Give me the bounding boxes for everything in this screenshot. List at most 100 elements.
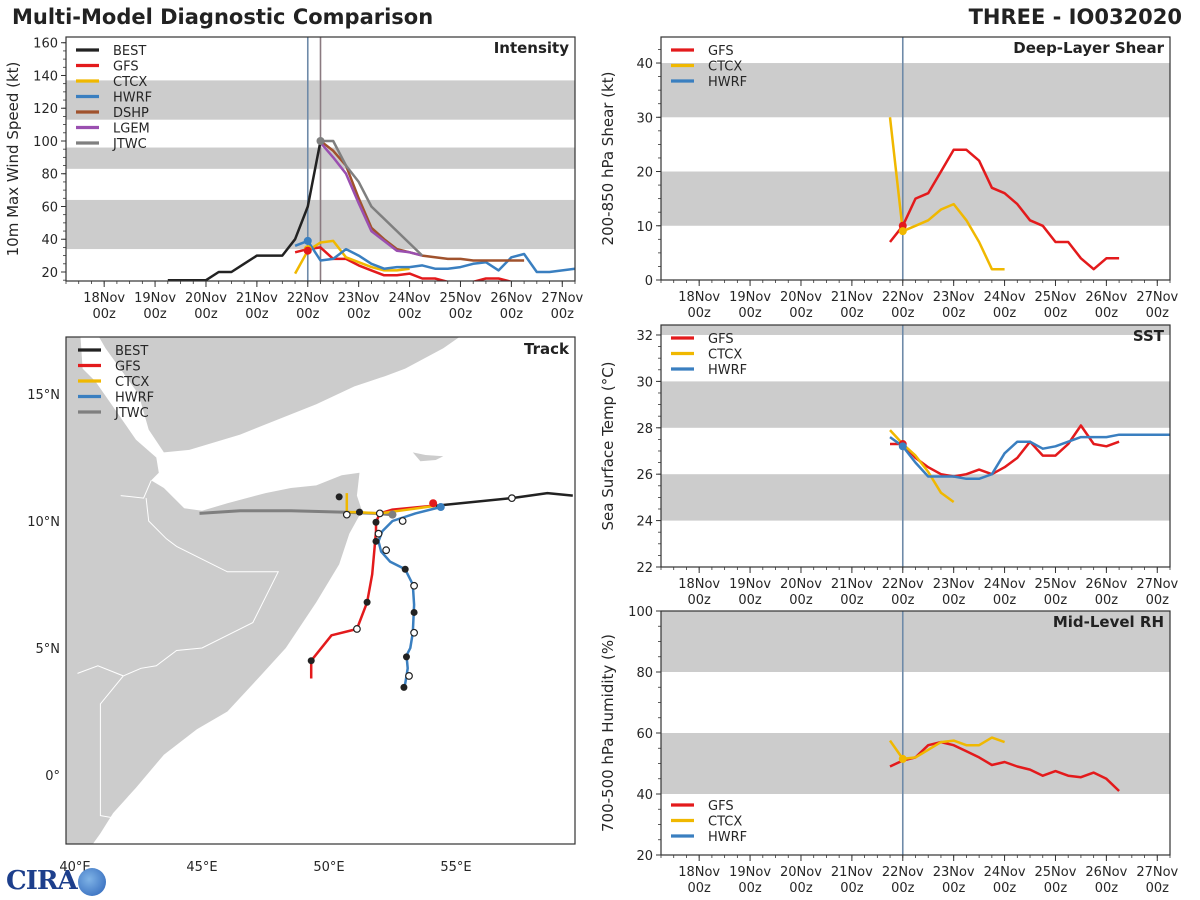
intensity-legend-label-lgem: LGEM xyxy=(113,122,150,137)
track-point-filled xyxy=(363,598,371,606)
rh-line-gfs xyxy=(889,740,1120,792)
sst-xtick-label-hour: 00z xyxy=(789,593,813,608)
land-arabia xyxy=(99,337,460,453)
sst-marker-hwrf xyxy=(898,442,907,451)
globe-icon xyxy=(78,868,106,896)
intensity-xtick-label-date: 23Nov xyxy=(338,291,380,306)
intensity-xtick-label-hour: 00z xyxy=(194,307,218,322)
intensity-line-jtwc xyxy=(320,139,424,257)
rh-xtick-label-hour: 00z xyxy=(687,881,711,896)
rh-legend-label-hwrf: HWRF xyxy=(708,830,747,845)
track-marker-gfs xyxy=(429,499,438,508)
shear-plot-area xyxy=(661,37,1170,280)
sst-xtick-label-date: 23Nov xyxy=(933,577,975,592)
intensity-xtick-label-hour: 00z xyxy=(92,307,116,322)
rh-xtick-label-date: 23Nov xyxy=(933,865,975,880)
intensity-ytick-label: 100 xyxy=(33,135,58,150)
sst-ytick-label: 28 xyxy=(636,422,653,437)
shear-xtick-label-hour: 00z xyxy=(1146,306,1170,321)
rh-plot-area xyxy=(661,611,1170,855)
rh-xtick-label-date: 22Nov xyxy=(882,865,924,880)
track-point-open xyxy=(405,672,413,680)
shear-legend-label-hwrf: HWRF xyxy=(708,75,747,90)
intensity-xtick-label-date: 25Nov xyxy=(440,291,482,306)
rh-ytick-label: 100 xyxy=(628,605,653,620)
intensity-plot-area xyxy=(66,37,575,281)
track-lat-label: 0° xyxy=(45,769,60,784)
intensity-xtick-label-hour: 00z xyxy=(398,307,422,322)
intensity-line-gfs xyxy=(294,246,512,281)
rh-title: Mid-Level RH xyxy=(1053,613,1164,631)
intensity-line-ctcx xyxy=(294,239,410,275)
sst-ytick-label: 32 xyxy=(636,329,653,344)
track-marker-jtwc xyxy=(388,510,397,519)
intensity-legend-label-ctcx: CTCX xyxy=(113,75,147,90)
intensity-xtick-label-date: 21Nov xyxy=(236,291,278,306)
track-line-best xyxy=(435,491,573,508)
sst-ytick-label: 26 xyxy=(636,468,653,483)
intensity-legend-label-dshp: DSHP xyxy=(113,106,149,121)
shear-xtick-label-date: 27Nov xyxy=(1136,290,1178,305)
intensity-xtick-label-date: 26Nov xyxy=(490,291,532,306)
sst-ytick-label: 30 xyxy=(636,375,653,390)
track-legend-label-best: BEST xyxy=(115,344,148,359)
country-border xyxy=(120,480,152,499)
intensity-ytick-label: 120 xyxy=(33,102,58,117)
sst-xtick-label-date: 20Nov xyxy=(780,577,822,592)
track-marker-hwrf xyxy=(436,503,445,512)
rh-legend-label-gfs: GFS xyxy=(708,799,734,814)
shear-line-ctcx xyxy=(888,117,1005,271)
sst-xtick-label-hour: 00z xyxy=(1146,593,1170,608)
sst-xtick-label-hour: 00z xyxy=(993,593,1017,608)
shear-xtick-label-date: 25Nov xyxy=(1035,290,1077,305)
intensity-xtick-label-hour: 00z xyxy=(347,307,371,322)
sst-line-gfs xyxy=(890,424,1120,478)
track-lon-label: 55°E xyxy=(440,860,471,875)
intensity-xtick-label-hour: 00z xyxy=(551,307,575,322)
shear-ytick-label: 10 xyxy=(636,220,653,235)
sst-band xyxy=(661,474,1170,521)
intensity-xtick-label-date: 19Nov xyxy=(134,291,176,306)
track-point-filled xyxy=(402,653,410,661)
sst-band xyxy=(661,325,1170,335)
country-border xyxy=(77,498,280,677)
rh-band xyxy=(661,611,1170,672)
intensity-xtick-label-date: 27Nov xyxy=(541,291,583,306)
shear-xtick-label-date: 18Nov xyxy=(678,290,720,305)
country-border xyxy=(99,675,124,819)
rh-xtick-label-hour: 00z xyxy=(1095,881,1119,896)
shear-xtick-label-hour: 00z xyxy=(687,306,711,321)
intensity-xtick-label-date: 20Nov xyxy=(185,291,227,306)
sst-legend-label-ctcx: CTCX xyxy=(708,348,742,363)
shear-chart: 01020304018Nov00z19Nov00z20Nov00z21Nov00… xyxy=(599,36,1179,321)
shear-xtick-label-date: 20Nov xyxy=(780,290,822,305)
track-point-filled xyxy=(410,608,418,616)
sst-legend-label-hwrf: HWRF xyxy=(708,363,747,378)
track-point-filled xyxy=(335,493,343,501)
rh-xtick-label-date: 19Nov xyxy=(729,865,771,880)
track-point-filled xyxy=(372,537,380,545)
shear-xtick-label-hour: 00z xyxy=(789,306,813,321)
track-plot-area xyxy=(66,337,575,844)
shear-xtick-label-hour: 00z xyxy=(891,306,915,321)
sst-line-hwrf xyxy=(889,433,1170,481)
cira-logo-text: CIRA xyxy=(6,866,78,896)
sst-xtick-label-date: 26Nov xyxy=(1085,577,1127,592)
intensity-xtick-label-hour: 00z xyxy=(296,307,320,322)
intensity-marker-hwrf xyxy=(303,236,312,245)
shear-ylabel: 200-850 hPa Shear (kt) xyxy=(599,72,617,246)
land-africa xyxy=(66,337,362,844)
track-lat-label: 5°N xyxy=(36,642,61,657)
sst-xtick-label-hour: 00z xyxy=(942,593,966,608)
shear-marker-ctcx xyxy=(898,227,907,236)
intensity-xtick-label-hour: 00z xyxy=(500,307,524,322)
shear-ytick-label: 30 xyxy=(636,111,653,126)
shear-xtick-label-hour: 00z xyxy=(1044,306,1068,321)
track-point-filled xyxy=(355,508,363,516)
intensity-line-best xyxy=(167,140,322,281)
rh-xtick-label-hour: 00z xyxy=(1146,881,1170,896)
intensity-ytick-label: 140 xyxy=(33,69,58,84)
intensity-xtick-label-hour: 00z xyxy=(143,307,167,322)
sst-ytick-label: 24 xyxy=(636,515,653,530)
